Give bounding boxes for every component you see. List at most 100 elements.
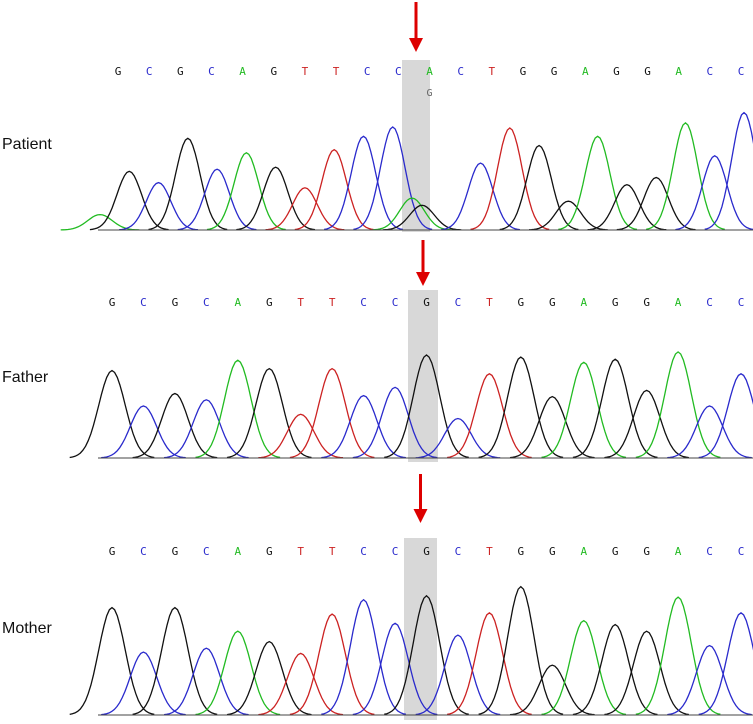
base-call: G: [115, 65, 122, 78]
base-call: C: [392, 296, 399, 309]
chromatogram-panel: G C G C A G T T C C A C T G G A G G A C CG: [60, 2, 753, 232]
panel-label-mother: Mother: [2, 620, 52, 637]
trace-peak: [499, 144, 579, 231]
trace-peak: [69, 369, 155, 459]
trace-peak: [353, 126, 433, 231]
trace-peak: [384, 594, 469, 715]
base-call: T: [488, 65, 495, 78]
base-call: G: [643, 545, 650, 558]
base-call: G: [172, 296, 179, 309]
trace-peak: [558, 135, 638, 231]
base-call: C: [455, 296, 462, 309]
trace-peak: [226, 640, 312, 716]
trace-peak: [698, 611, 753, 716]
variant-highlight: [404, 538, 437, 720]
trace-peak: [294, 148, 374, 231]
base-call: A: [426, 65, 433, 78]
trace-peak: [352, 622, 438, 716]
trace-peak: [289, 613, 375, 716]
trace-peak: [164, 399, 249, 459]
base-call: T: [329, 545, 336, 558]
trace-peak: [352, 386, 438, 459]
trace-peak: [132, 392, 218, 459]
trace-peak: [541, 619, 627, 716]
panel-label-patient: Patient: [2, 136, 52, 153]
base-call: G: [520, 65, 527, 78]
trace-peak: [119, 181, 198, 231]
base-call: C: [146, 65, 153, 78]
base-call: C: [140, 545, 147, 558]
trace-peak: [446, 611, 532, 716]
base-call: C: [738, 65, 745, 78]
trace-peak: [616, 176, 696, 231]
trace-peak: [177, 168, 257, 231]
arrow-head: [416, 272, 430, 286]
base-call: G: [423, 545, 430, 558]
trace-peak: [704, 111, 753, 230]
base-call: G: [612, 545, 619, 558]
trace-peak: [101, 651, 186, 716]
trace-peak: [572, 358, 658, 459]
trace-peak: [447, 373, 532, 459]
trace-peak: [635, 351, 721, 459]
base-call: A: [675, 296, 682, 309]
trace-peak: [321, 598, 407, 715]
base-call: G: [270, 65, 277, 78]
base-call: G: [423, 296, 430, 309]
trace-peak: [587, 184, 667, 231]
trace-peak: [195, 359, 281, 459]
trace-peak: [384, 354, 469, 459]
base-call: A: [580, 545, 587, 558]
base-call: G: [644, 65, 651, 78]
base-call: C: [203, 296, 210, 309]
base-call: T: [297, 545, 304, 558]
base-call: G: [613, 65, 620, 78]
trace-peak: [478, 356, 564, 459]
trace-peak: [101, 405, 186, 459]
trace-peak: [528, 200, 608, 231]
trace-peak: [236, 166, 316, 231]
base-call: G: [172, 545, 179, 558]
base-call: T: [333, 65, 340, 78]
trace-peak: [541, 361, 627, 459]
trace-peak: [604, 630, 689, 716]
trace-peak: [667, 405, 752, 459]
base-call: G: [177, 65, 184, 78]
trace-peak: [675, 155, 753, 231]
base-call: G: [109, 545, 116, 558]
trace-peak: [69, 606, 155, 716]
base-call: G: [612, 296, 619, 309]
base-call: G: [266, 545, 273, 558]
base-call: A: [580, 296, 587, 309]
base-call: C: [360, 545, 367, 558]
trace-peak: [415, 417, 501, 459]
trace-peak: [415, 634, 501, 716]
trace-peak: [441, 162, 520, 231]
trace-peak: [698, 373, 753, 459]
trace-peak: [509, 395, 595, 459]
trace-peak: [258, 652, 344, 716]
base-call: G: [518, 296, 525, 309]
base-call: C: [738, 296, 745, 309]
base-call: C: [707, 65, 714, 78]
base-call: C: [392, 545, 399, 558]
variant-highlight: [402, 60, 430, 232]
base-call: C: [364, 65, 371, 78]
trace-peak: [89, 170, 169, 231]
base-call: A: [239, 65, 246, 78]
trace-peak: [470, 127, 550, 231]
base-call: C: [395, 65, 402, 78]
panel-label-father: Father: [2, 369, 49, 386]
trace-peak: [258, 413, 344, 459]
base-call: G: [518, 545, 525, 558]
trace-peak: [635, 596, 721, 715]
trace-peak: [509, 664, 595, 716]
base-call: A: [582, 65, 589, 78]
base-call: A: [675, 65, 682, 78]
secondary-base-call: G: [426, 88, 432, 99]
base-call: C: [140, 296, 147, 309]
trace-peak: [572, 623, 658, 716]
